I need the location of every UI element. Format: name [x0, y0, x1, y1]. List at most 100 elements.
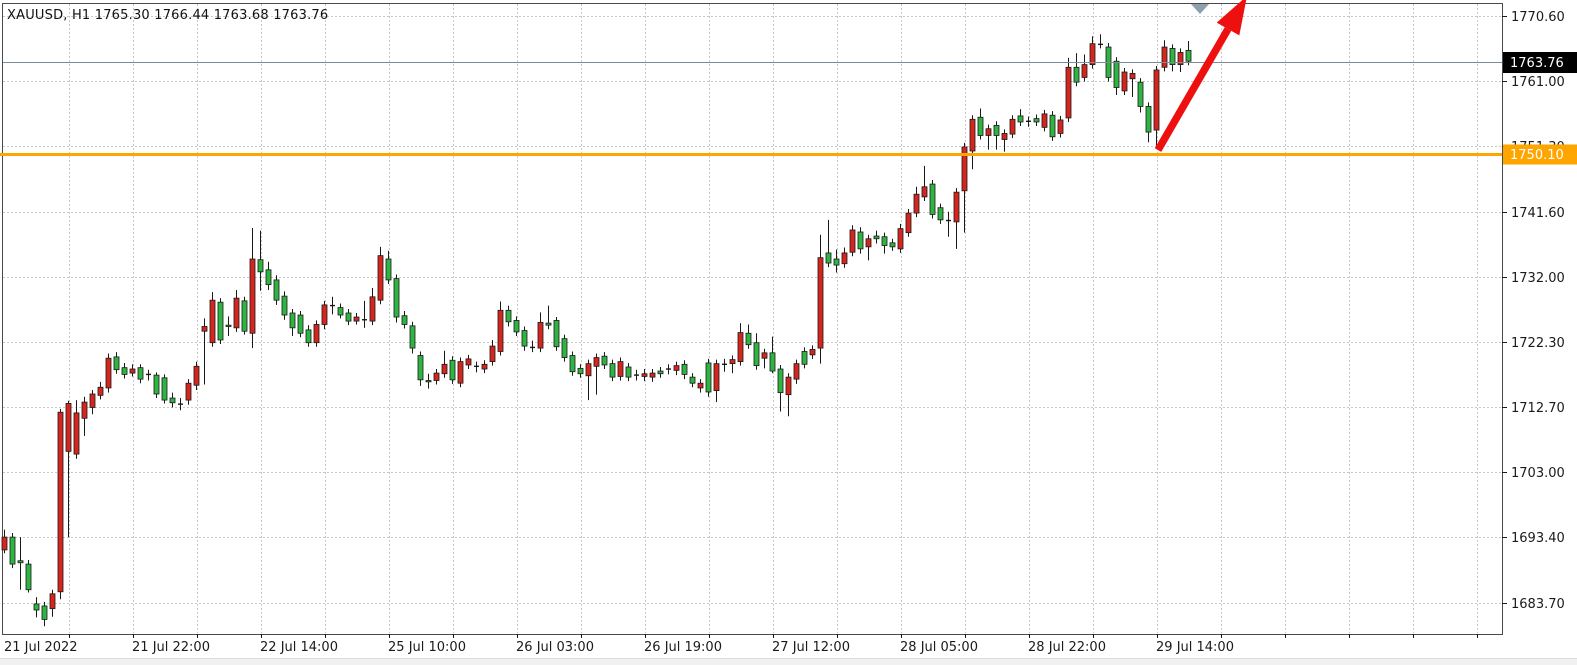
candle-up [241, 300, 248, 332]
candle-down [433, 372, 440, 381]
candle-up [825, 252, 832, 264]
price-axis[interactable]: 1770.601761.001751.301741.601732.001722.… [1502, 10, 1565, 612]
candle-down [1057, 119, 1064, 134]
candles-layer [1, 34, 1192, 627]
candle-up [33, 603, 40, 611]
time-tick-label: 21 Jul 2022 [4, 640, 78, 655]
candle-down [369, 296, 376, 322]
candle-up [705, 362, 712, 393]
candle-down [953, 191, 960, 223]
candle-down [737, 332, 744, 363]
chart-title: XAUUSD, H1 1765.30 1766.44 1763.68 1763.… [7, 8, 329, 23]
candle-down [969, 118, 976, 152]
candle-up [521, 330, 528, 347]
candle-down [97, 386, 104, 396]
candle-down [729, 359, 736, 365]
candle-up [873, 235, 880, 240]
current-price-badge [1503, 52, 1577, 73]
candle-up [889, 242, 896, 248]
candle-down [585, 363, 592, 377]
candle-up [273, 279, 280, 301]
candle-down [249, 258, 256, 334]
candle-up [409, 325, 416, 349]
candle-down [353, 316, 360, 322]
candle-up [777, 368, 784, 394]
candle-down [105, 357, 112, 389]
time-tick-label: 27 Jul 12:00 [772, 640, 850, 655]
candle-up [1169, 48, 1176, 66]
candle-down [697, 382, 704, 389]
candle-down [1009, 118, 1016, 135]
candle-down [1065, 66, 1072, 119]
candle-up [265, 269, 272, 286]
candle-up [425, 380, 432, 383]
candle-up [305, 329, 312, 344]
triangle-down-icon[interactable] [1191, 4, 1209, 14]
candle-down [457, 361, 464, 384]
candle-down [89, 393, 96, 408]
candle-down [713, 363, 720, 392]
candle-down [817, 257, 824, 349]
candle-down [1161, 46, 1168, 68]
candle-down [1153, 69, 1160, 131]
candle-up [153, 374, 160, 395]
candle-down [57, 411, 64, 593]
candle-down [905, 212, 912, 234]
candle-down [1081, 64, 1088, 78]
candle-up [625, 366, 632, 378]
candle-up [225, 324, 232, 327]
candle-down [313, 324, 320, 344]
candle-down [649, 372, 656, 378]
candle-up [1137, 81, 1144, 107]
candle-down [537, 322, 544, 349]
candle-up [657, 370, 664, 375]
candle-up [577, 367, 584, 375]
candle-down [1, 536, 8, 551]
price-tick-label: 1761.00 [1511, 75, 1565, 90]
candle-up [769, 352, 776, 372]
time-axis[interactable]: 21 Jul 2022 21 Jul 22:00 22 Jul 14:00 25 Ju… [4, 634, 1478, 655]
candle-up [937, 207, 944, 221]
candle-down [841, 252, 848, 265]
candle-up [1145, 106, 1152, 133]
candle-down [1177, 52, 1184, 66]
candle-up [561, 338, 568, 358]
candle-down [65, 403, 72, 452]
candle-up [121, 367, 128, 375]
candle-down [441, 363, 448, 375]
candle-up [17, 560, 24, 564]
price-tick-label: 1770.60 [1511, 10, 1565, 25]
candle-up [569, 355, 576, 373]
candle-up [1073, 66, 1080, 83]
candle-down [377, 255, 384, 301]
candle-down [985, 128, 992, 136]
time-tick-label: 22 Jul 14:00 [260, 640, 338, 655]
candle-down [865, 238, 872, 248]
candle-up [801, 351, 808, 365]
candle-down [673, 365, 680, 371]
trend-arrow[interactable] [1154, 0, 1247, 152]
candle-up [545, 322, 552, 326]
candle-up [217, 301, 224, 341]
candle-up [681, 363, 688, 375]
current-price-label: 1763.76 [1510, 56, 1564, 71]
candle-up [161, 377, 168, 401]
price-tick-label: 1693.40 [1511, 531, 1565, 546]
candle-down [489, 345, 496, 363]
candle-up [385, 258, 392, 281]
candle-down [897, 228, 904, 250]
candle-up [1185, 50, 1192, 62]
price-tick-label: 1703.00 [1511, 466, 1565, 481]
price-tick-label: 1722.30 [1511, 336, 1565, 351]
candle-up [1033, 118, 1040, 123]
candle-up [553, 320, 560, 348]
candle-down [73, 412, 80, 455]
candle-up [505, 309, 512, 323]
trend-arrow-head-icon [1216, 0, 1247, 36]
candle-up [977, 116, 984, 136]
candle-down [793, 363, 800, 380]
bottom-band [0, 658, 1577, 665]
